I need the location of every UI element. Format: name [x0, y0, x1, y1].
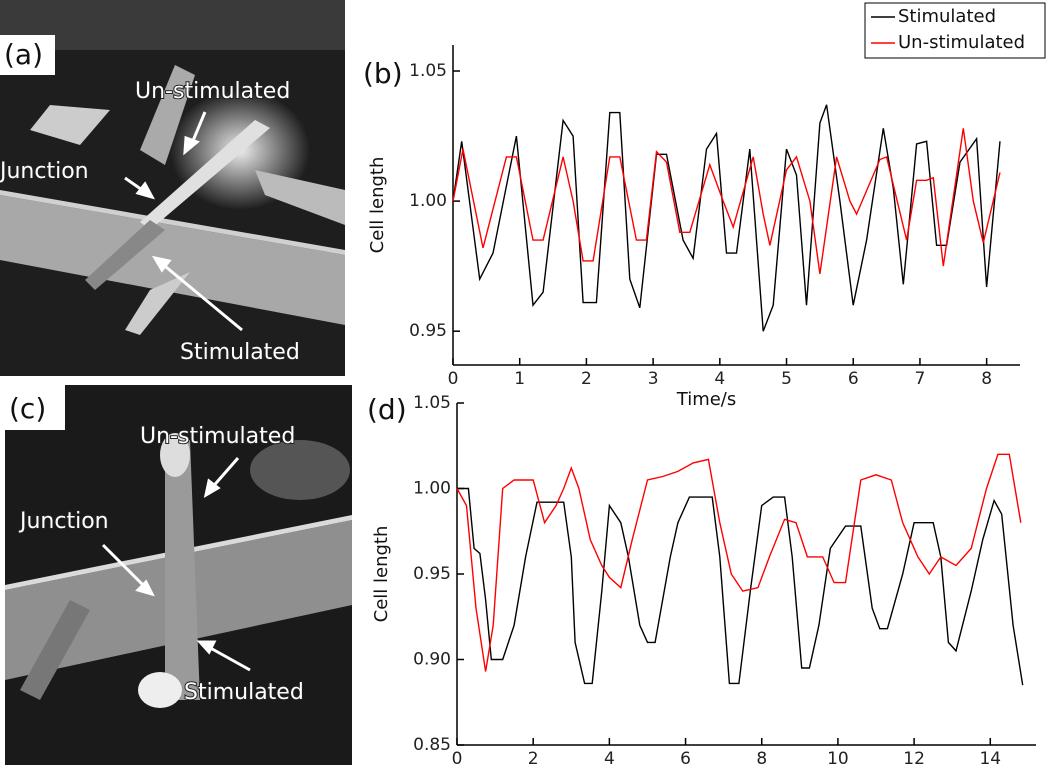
arrows: [101, 457, 251, 672]
x-tick-label: 2: [528, 749, 539, 769]
y-tick-label: 1.00: [413, 479, 451, 499]
x-tick-label: 4: [604, 749, 615, 769]
annotation: Un-stimulated: [140, 424, 295, 449]
y-tick-label: 0.95: [409, 321, 447, 341]
y-axis-label: Cell length: [371, 526, 392, 623]
x-tick-label: 12: [903, 749, 925, 769]
annotation: Un-stimulated: [135, 79, 290, 104]
annotation: Junction: [18, 509, 109, 534]
panel-label: (b): [363, 57, 403, 90]
x-tick-label: 14: [979, 749, 1001, 769]
x-tick-label: 8: [756, 749, 767, 769]
x-tick-label: 7: [915, 369, 926, 389]
annotation: Junction: [0, 159, 89, 184]
series-line: [452, 128, 1001, 274]
panel-label: (a): [4, 38, 43, 71]
y-axis-label: Cell length: [367, 157, 388, 254]
x-tick-label: 0: [448, 369, 459, 389]
legend-box: [864, 2, 1046, 59]
legend-label: Un-stimulated: [898, 32, 1025, 53]
x-tick-label: 5: [781, 369, 792, 389]
annotation: Stimulated: [184, 680, 304, 705]
x-tick-label: 8: [981, 369, 992, 389]
y-tick-label: 0.85: [413, 735, 451, 755]
annotation: Stimulated: [180, 340, 300, 365]
x-tick-label: 0: [452, 749, 463, 769]
panel-label: (c): [9, 392, 46, 425]
y-tick-label: 1.05: [413, 393, 451, 413]
y-tick-label: 0.90: [413, 650, 451, 670]
photo-c: (c) Un-stimulated Junction Stimulated: [5, 385, 352, 765]
x-tick-label: 10: [827, 749, 849, 769]
y-tick-label: 1.00: [409, 191, 447, 211]
x-tick-label: 3: [648, 369, 659, 389]
x-axis-label: Time/s: [676, 389, 737, 410]
arrows: [124, 111, 243, 332]
photo-a: (a) Un-stimulated Junction Stimulated: [0, 0, 345, 376]
series-line: [452, 104, 1001, 332]
y-tick-label: 1.05: [409, 61, 447, 81]
x-tick-label: 6: [680, 749, 691, 769]
x-tick-label: 1: [514, 369, 525, 389]
legend-label: Stimulated: [898, 6, 996, 27]
x-tick-label: 6: [848, 369, 859, 389]
panel-label: (d): [367, 393, 407, 426]
x-tick-label: 4: [714, 369, 725, 389]
series-line: [456, 453, 1022, 672]
x-tick-label: 2: [581, 369, 592, 389]
y-tick-label: 0.95: [413, 564, 451, 584]
